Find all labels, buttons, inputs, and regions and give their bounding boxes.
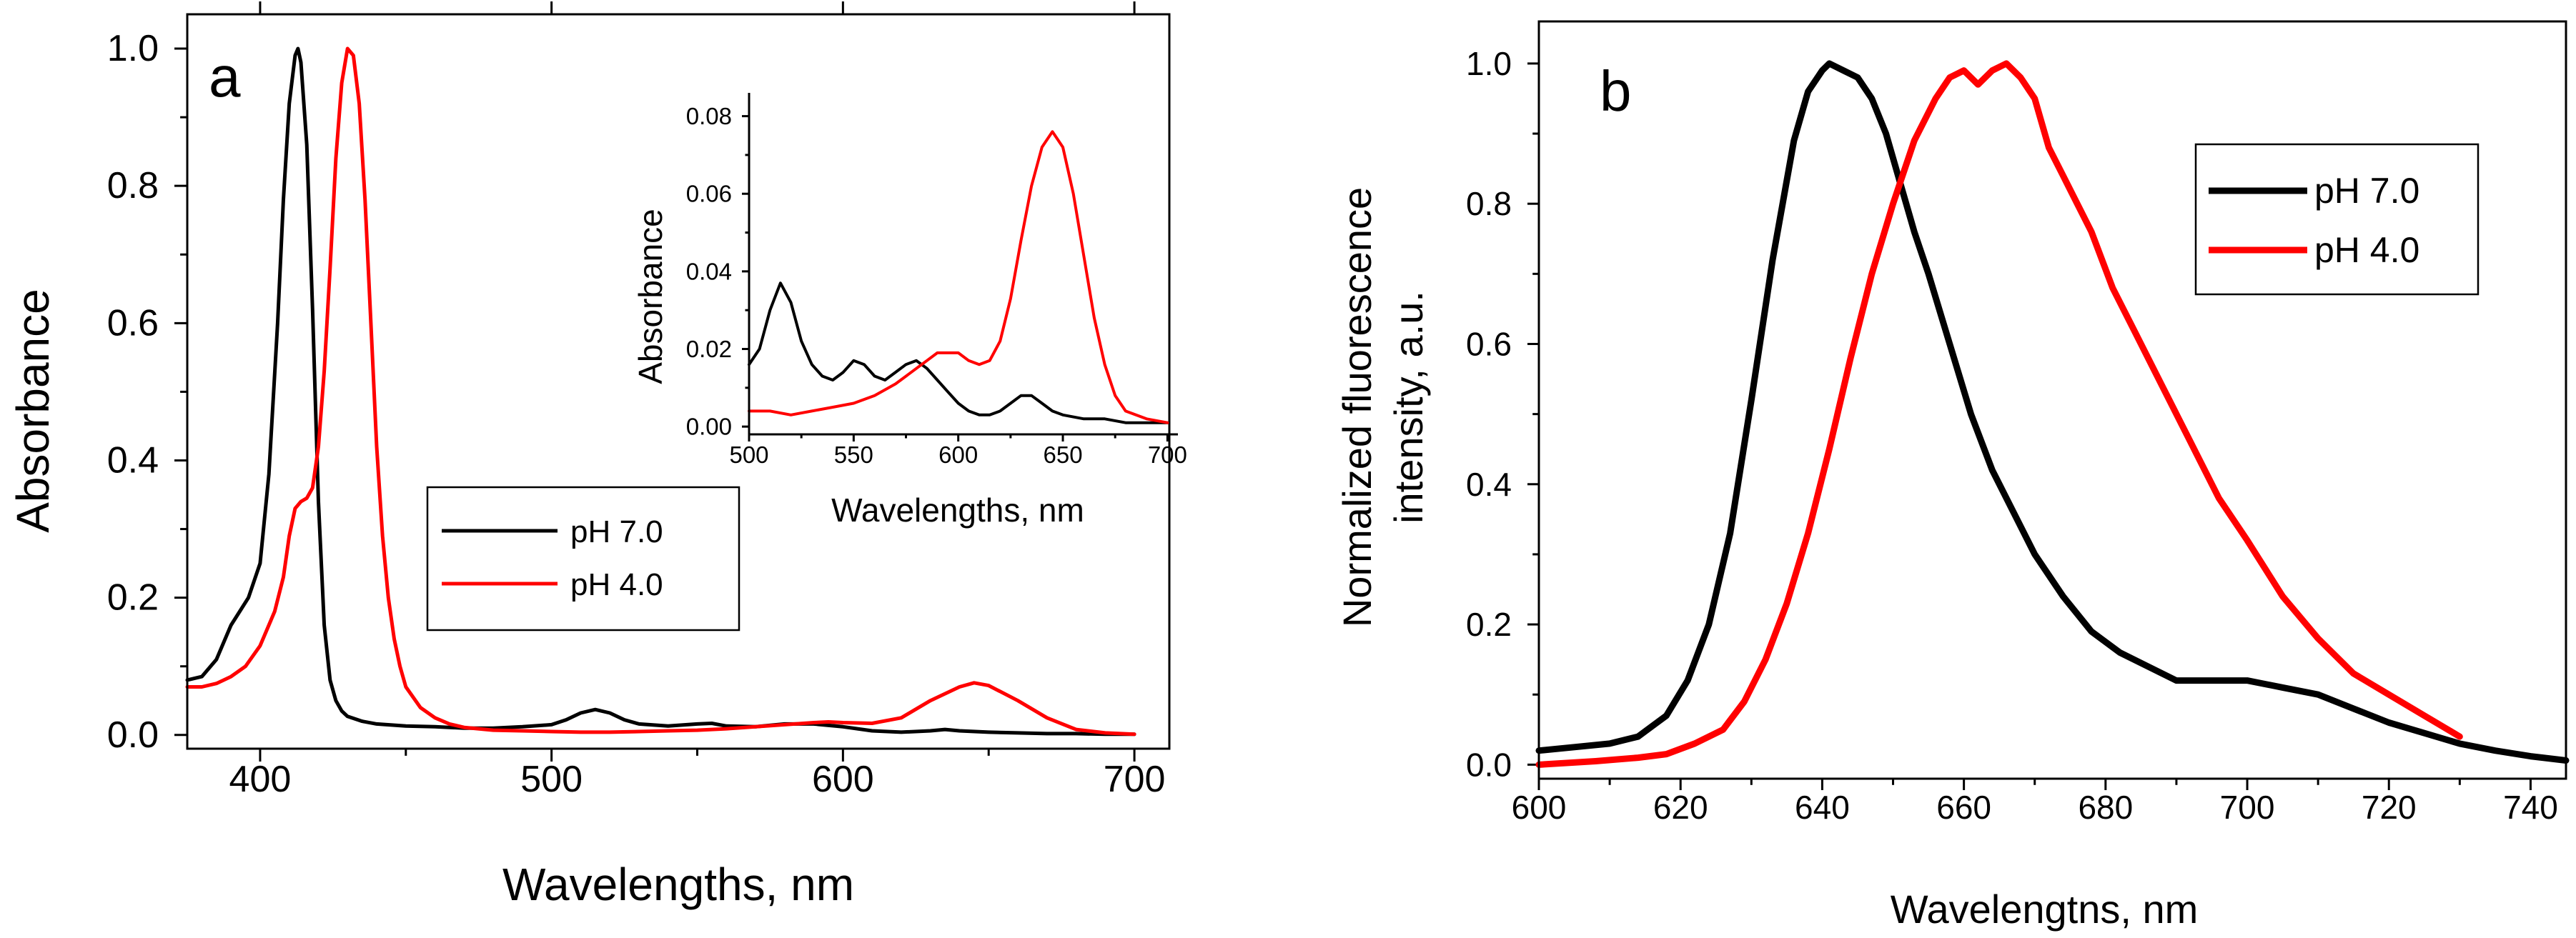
panel-a-ticks: 400 500 600 700 0.0 0.2 0.4 0.6 0.8 1.0 xyxy=(107,1,1166,800)
legend-a-label-ph4: pH 4.0 xyxy=(570,567,663,602)
panel-a-legend-box xyxy=(426,486,740,632)
panel-b-series-ph-4-0 xyxy=(1535,60,2463,768)
inset-ytick-label: 0.02 xyxy=(686,336,732,362)
panel-b-ticks: 600 620 640 660 680 700 720 740 0.0 0.2 0.4 0.6 0.8 1… xyxy=(1466,45,2558,826)
panel-b-ytick-label: 0.4 xyxy=(1466,466,1512,503)
panel-b-ytick-label: 0.6 xyxy=(1466,325,1512,362)
chart-panel-b: b 600 620 640 660 680 700 720 740 0.0 0.2 0.4 0.6 0.… xyxy=(1334,20,2570,932)
inset-ytick-label: 0.06 xyxy=(686,181,732,207)
panel-a-ytick-label: 0.6 xyxy=(107,302,159,344)
panel-b-series xyxy=(1535,60,2570,768)
panel-a-xtick-label: 500 xyxy=(520,759,583,800)
panel-a-xtick-label: 400 xyxy=(229,759,292,800)
legend-a-label-ph7: pH 7.0 xyxy=(570,514,663,549)
panel-b-legend: pH 7.0 pH 4.0 xyxy=(2194,143,2480,296)
panel-b-xtick-label: 660 xyxy=(1936,789,1991,826)
inset-ytick-label: 0.04 xyxy=(686,258,732,284)
inset-ytick-label: 0.08 xyxy=(686,103,732,129)
chart-inset: 500 550 600 650 700 0.00 0.02 0.04 0.06 0.08 Wave… xyxy=(632,93,1187,529)
panel-b-ytick-label: 0.2 xyxy=(1466,606,1512,643)
inset-xlabel: Wavelengths, nm xyxy=(831,492,1084,529)
panel-b-ytick-label: 1.0 xyxy=(1466,45,1512,82)
panel-b-ytick-label: 0.0 xyxy=(1466,746,1512,783)
inset-series-ph-4-0 xyxy=(748,130,1169,424)
inset-xtick-label: 550 xyxy=(834,441,873,468)
panel-b-xtick-label: 720 xyxy=(2362,789,2417,826)
panel-b-xlabel: Wavelengtns, nm xyxy=(1891,887,2199,932)
legend-b-label-ph4: pH 4.0 xyxy=(2314,230,2419,270)
panel-b-ylabel-line2: intensity, a.u. xyxy=(1386,291,1431,524)
panel-b-legend-box xyxy=(2194,143,2480,296)
panel-a-ytick-label: 0.2 xyxy=(107,577,159,619)
panel-a-ytick-label: 0.0 xyxy=(107,714,159,756)
panel-a-xtick-label: 600 xyxy=(812,759,874,800)
inset-series-ph-7-0 xyxy=(748,281,1169,424)
panel-b-xtick-label: 600 xyxy=(1512,789,1567,826)
panel-a-series-ph-4-0 xyxy=(185,46,1136,737)
legend-b-label-ph7: pH 7.0 xyxy=(2314,171,2419,211)
inset-ticks: 500 550 600 650 700 0.00 0.02 0.04 0.06 0.08 xyxy=(686,103,1187,468)
panel-a-ytick-label: 0.4 xyxy=(107,439,159,481)
panel-a-ytick-label: 1.0 xyxy=(107,28,159,69)
inset-xtick-label: 600 xyxy=(938,441,978,468)
panel-a-frame xyxy=(186,13,1171,750)
inset-xtick-label: 650 xyxy=(1043,441,1082,468)
panel-a-legend: pH 7.0 pH 4.0 xyxy=(426,486,740,632)
panel-b-ylabel-line1: Normalized fluorescence xyxy=(1334,187,1379,627)
panel-a-ytick-label: 0.8 xyxy=(107,165,159,206)
panel-label-a: a xyxy=(209,45,241,109)
panel-a-xlabel: Wavelengths, nm xyxy=(502,859,854,910)
panel-b-xtick-label: 680 xyxy=(2078,789,2133,826)
panel-b-xtick-label: 700 xyxy=(2220,789,2275,826)
inset-series xyxy=(748,130,1169,424)
panel-label-b: b xyxy=(1600,59,1632,123)
panel-b-xtick-label: 640 xyxy=(1795,789,1850,826)
panel-b-xtick-label: 740 xyxy=(2503,789,2558,826)
panel-b-ytick-label: 0.8 xyxy=(1466,185,1512,222)
panel-a-series-ph-7-0 xyxy=(185,46,1136,737)
panel-a-series xyxy=(185,46,1136,737)
inset-ytick-label: 0.00 xyxy=(686,414,732,440)
inset-xtick-label: 500 xyxy=(729,441,768,468)
panel-b-xtick-label: 620 xyxy=(1653,789,1708,826)
panel-a-xtick-label: 700 xyxy=(1104,759,1166,800)
inset-ylabel: Absorbance xyxy=(632,209,669,384)
panel-b-frame xyxy=(1537,20,2567,780)
panel-b-series-ph-7-0 xyxy=(1535,60,2570,764)
panel-a-ylabel: Absorbance xyxy=(7,289,59,533)
inset-xtick-label: 700 xyxy=(1148,441,1187,468)
chart-panel-a: a 400 500 600 700 0.0 0.2 0.4 0.6 0.8 1.0 Wavelen… xyxy=(7,1,1187,910)
